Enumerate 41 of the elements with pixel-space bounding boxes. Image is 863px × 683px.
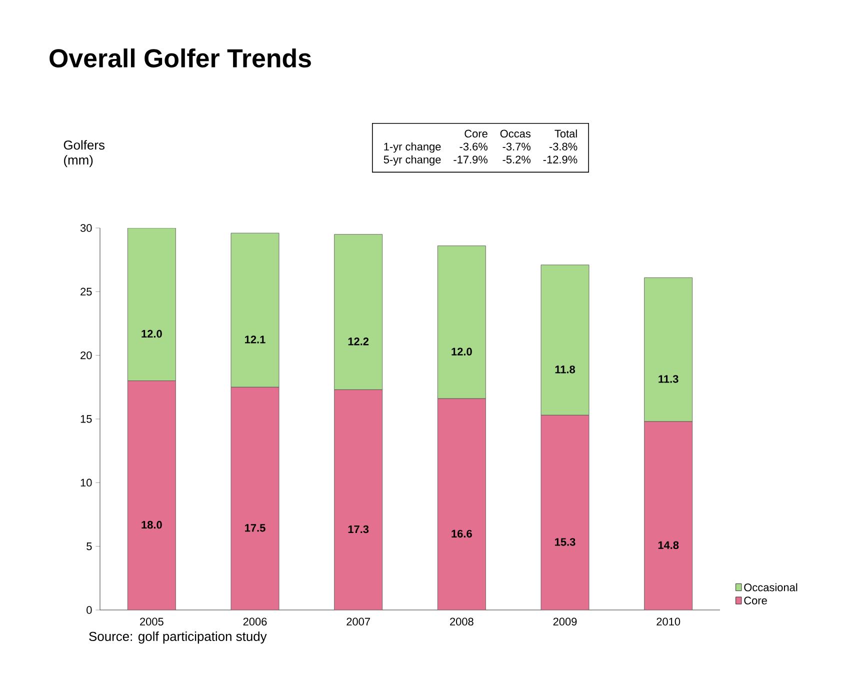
data-label: 12.2	[348, 338, 369, 346]
chart-title: Overall Golfer Trends	[50, 48, 311, 68]
text: Total	[554, 129, 577, 138]
data-label: 15.3	[555, 538, 576, 546]
data-label: 12.1	[245, 336, 266, 344]
y-tick-label: 10	[80, 478, 92, 487]
x-tick-label: 2008	[450, 618, 474, 626]
y-tick-label: 0	[86, 606, 92, 614]
text: -3.7%	[502, 142, 531, 150]
legend-label: Core	[744, 596, 767, 604]
data-label: 12.0	[452, 348, 472, 356]
y-tick-label: 30	[80, 224, 92, 232]
data-label: 14.8	[658, 541, 679, 550]
data-label: 11.8	[555, 366, 576, 374]
y-tick-label: 15	[80, 415, 92, 423]
text: -3.8%	[549, 142, 578, 150]
x-tick-label: 2009	[553, 618, 577, 626]
text: -5.2%	[502, 156, 531, 164]
data-label: 17.3	[348, 525, 369, 534]
x-tick-label: 2005	[140, 618, 164, 626]
data-label: 12.0	[142, 330, 162, 338]
text: -3.6%	[460, 142, 488, 150]
y-axis-title: Golfers (mm)	[64, 140, 105, 168]
text: -12.9%	[543, 156, 578, 164]
text: 1-yr change	[384, 142, 441, 153]
legend-label: Occasional	[744, 583, 798, 592]
data-label: 16.6	[452, 530, 472, 538]
y-tick-label: 25	[80, 288, 92, 296]
x-tick-label: 2006	[243, 618, 267, 626]
text: Core	[464, 130, 488, 138]
text: -17.9%	[454, 156, 488, 164]
text: 5-yr change	[384, 155, 441, 166]
source-note: Source: golf participation study	[89, 632, 267, 644]
x-tick-label: 2010	[656, 618, 680, 626]
data-label: 17.5	[245, 524, 266, 532]
data-label: 18.0	[142, 520, 162, 529]
text: Occas	[500, 130, 531, 138]
x-tick-label: 2007	[346, 618, 370, 626]
y-tick-label: 20	[80, 351, 92, 360]
y-tick-label: 5	[86, 542, 92, 550]
data-label: 11.3	[658, 375, 678, 383]
